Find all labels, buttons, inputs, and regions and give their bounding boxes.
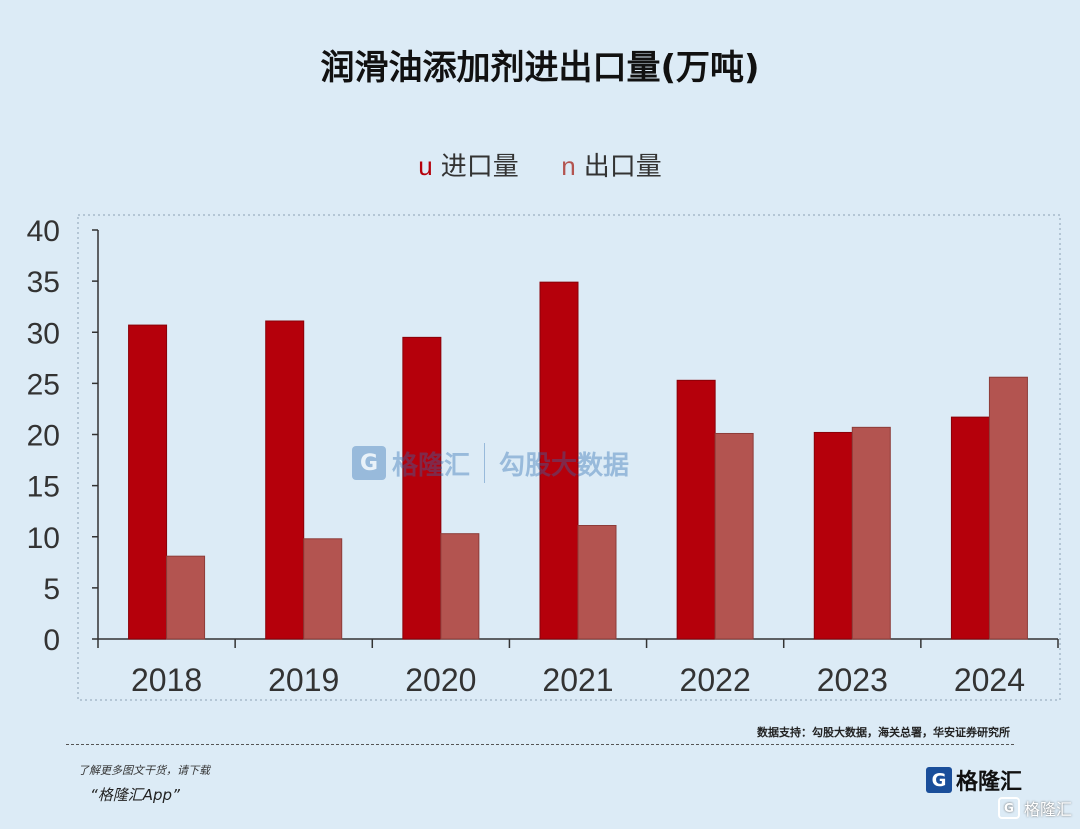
x-tick-label: 2022 xyxy=(680,662,751,698)
watermark-right-text: 勾股大数据 xyxy=(499,450,630,481)
legend-import-label: 进口量 xyxy=(440,152,519,182)
corner-brand-name: 格隆汇 xyxy=(1023,800,1072,819)
y-tick-label: 20 xyxy=(27,420,60,453)
promo-line-2: “格隆汇App” xyxy=(90,786,180,804)
import-bar-2021 xyxy=(539,281,579,640)
import-bar-2022 xyxy=(676,379,716,640)
divider xyxy=(66,744,1014,745)
y-tick-label: 5 xyxy=(43,573,60,606)
import-bar-2018 xyxy=(128,324,168,640)
brand-logo: G 格隆汇 xyxy=(926,764,1022,796)
watermark: G 格隆汇 勾股大数据 xyxy=(352,440,629,486)
export-bar-2021 xyxy=(577,525,617,640)
import-bar-2019 xyxy=(265,320,305,640)
legend-export-label: 出口量 xyxy=(583,152,662,182)
y-tick-label: 40 xyxy=(27,215,60,248)
y-tick-label: 10 xyxy=(27,522,60,555)
export-bar-2019 xyxy=(303,538,343,640)
watermark-left-text: 格隆汇 xyxy=(392,450,471,481)
corner-watermark: G 格隆汇 xyxy=(997,796,1072,820)
plot-area-border xyxy=(77,214,1061,701)
import-bar-2024 xyxy=(950,416,990,640)
y-tick-label: 15 xyxy=(27,471,60,504)
y-tick-label: 30 xyxy=(27,317,60,350)
promo-line-1: 了解更多图文干货，请下载 xyxy=(78,764,210,777)
corner-logo-icon: G xyxy=(997,797,1020,819)
brand-logo-icon: G xyxy=(926,767,952,793)
y-tick-label: 35 xyxy=(27,266,60,299)
import-bar-2023 xyxy=(813,431,853,640)
export-bar-2023 xyxy=(851,426,891,640)
x-tick-label: 2024 xyxy=(954,662,1025,698)
legend: u 进口量 n 出口量 xyxy=(0,146,1080,183)
export-bar-2018 xyxy=(166,555,206,640)
export-bar-2024 xyxy=(988,376,1028,640)
x-tick-label: 2021 xyxy=(542,662,613,698)
legend-export-marker: n xyxy=(561,151,576,181)
import-bar-2020 xyxy=(402,336,442,640)
export-bar-2022 xyxy=(714,432,754,640)
chart-title: 润滑油添加剂进出口量(万吨) xyxy=(320,48,760,88)
watermark-logo-icon: G xyxy=(352,446,386,480)
brand-name: 格隆汇 xyxy=(956,770,1023,795)
source-note: 数据支持：勾股大数据，海关总署，华安证券研究所 xyxy=(757,726,1010,739)
export-bar-2020 xyxy=(440,533,480,640)
x-tick-label: 2023 xyxy=(817,662,888,698)
legend-import-marker: u xyxy=(418,151,433,181)
y-tick-label: 0 xyxy=(43,624,60,657)
y-tick-label: 25 xyxy=(27,368,60,401)
x-tick-label: 2020 xyxy=(405,662,476,698)
x-tick-label: 2019 xyxy=(268,662,339,698)
x-tick-label: 2018 xyxy=(131,662,202,698)
